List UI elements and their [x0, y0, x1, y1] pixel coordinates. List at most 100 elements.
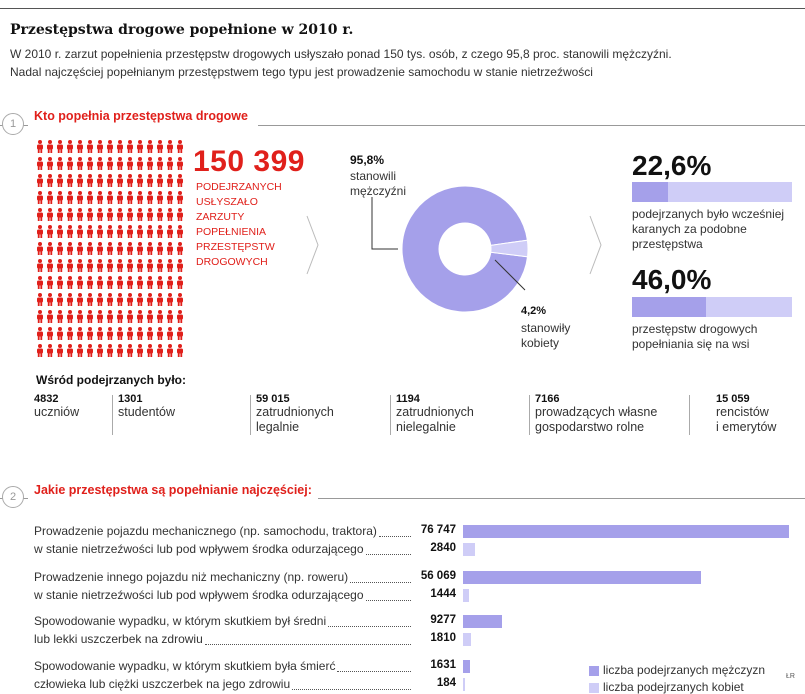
person-icon: [37, 208, 43, 221]
category-label: w stanie nietrzeźwości lub pod wpływem ś…: [34, 542, 364, 556]
women-label-2: kobiety: [521, 336, 560, 350]
person-icon: [127, 208, 133, 221]
women-value-label: 2840: [430, 542, 456, 554]
person-icon: [97, 259, 103, 272]
women-bar: [463, 633, 471, 646]
person-icon: [107, 225, 113, 238]
person-icon: [127, 157, 133, 170]
men-label-2: mężczyźni: [350, 184, 407, 198]
person-icon: [87, 174, 93, 187]
person-icon: [47, 293, 53, 306]
person-icon: [127, 225, 133, 238]
category-label: w stanie nietrzeźwości lub pod wpływem ś…: [34, 588, 364, 602]
person-icon: [177, 293, 183, 306]
person-icon: [177, 259, 183, 272]
person-icon: [47, 174, 53, 187]
person-icon: [57, 327, 63, 340]
person-icon: [97, 140, 103, 153]
person-icon: [137, 157, 143, 170]
person-icon: [157, 242, 163, 255]
person-icon: [177, 225, 183, 238]
person-icon: [177, 174, 183, 187]
person-icon: [37, 344, 43, 357]
men-bar: [463, 571, 702, 584]
section-1-number: 1: [2, 113, 24, 135]
person-icon: [117, 293, 123, 306]
person-icon: [77, 140, 83, 153]
person-icon: [97, 242, 103, 255]
person-icon: [87, 157, 93, 170]
person-icon: [37, 191, 43, 204]
person-icon: [167, 242, 173, 255]
person-icon: [87, 225, 93, 238]
person-icon: [47, 242, 53, 255]
person-icon: [157, 276, 163, 289]
person-icon: [177, 310, 183, 323]
among-item: 7166 prowadzących własne gospodarstwo ro…: [535, 393, 658, 434]
category-label: Spowodowanie wypadku, w którym skutkiem …: [34, 659, 336, 673]
person-icon: [157, 208, 163, 221]
person-icon: [57, 310, 63, 323]
among-divider: [529, 395, 530, 435]
person-icon: [67, 225, 73, 238]
person-icon: [57, 174, 63, 187]
person-icon: [147, 259, 153, 272]
person-icon: [147, 242, 153, 255]
person-icon: [127, 174, 133, 187]
person-icon: [87, 327, 93, 340]
person-icon: [157, 327, 163, 340]
person-icon: [177, 140, 183, 153]
person-icon: [67, 208, 73, 221]
repeat-offenders-bar-fill: [632, 182, 669, 202]
among-divider: [250, 395, 251, 435]
section-1-rule: [0, 125, 805, 126]
donut-slice-men: [401, 185, 529, 313]
person-icon: [157, 191, 163, 204]
person-icon: [37, 225, 43, 238]
person-icon: [147, 276, 153, 289]
person-icon: [137, 344, 143, 357]
category-label: Prowadzenie pojazdu mechanicznego (np. s…: [34, 524, 377, 538]
person-icon: [157, 259, 163, 272]
person-icon: [157, 140, 163, 153]
person-icon: [47, 157, 53, 170]
women-label-1: stanowiły: [521, 321, 571, 335]
person-icon: [167, 208, 173, 221]
repeat-offenders-bar-track: [632, 182, 792, 202]
author-initials: ŁR: [786, 673, 795, 680]
person-icon: [167, 327, 173, 340]
person-icon: [117, 208, 123, 221]
person-icon: [97, 344, 103, 357]
person-icon: [157, 344, 163, 357]
person-icon: [47, 344, 53, 357]
person-icon: [77, 225, 83, 238]
person-icon: [157, 310, 163, 323]
person-icon: [117, 225, 123, 238]
person-icon: [107, 140, 113, 153]
person-icon: [107, 191, 113, 204]
person-icon: [47, 225, 53, 238]
person-icon: [167, 344, 173, 357]
person-icon: [107, 157, 113, 170]
person-icon: [137, 208, 143, 221]
person-icon: [147, 225, 153, 238]
person-icon: [87, 310, 93, 323]
men-label-1: stanowili: [350, 169, 397, 183]
person-icon: [77, 242, 83, 255]
person-icon: [77, 327, 83, 340]
person-icon: [137, 174, 143, 187]
person-icon: [127, 242, 133, 255]
rural-bar-track: [632, 297, 792, 317]
person-icon: [147, 293, 153, 306]
men-leader-line: [371, 197, 398, 250]
person-icon: [117, 140, 123, 153]
category-label: człowieka lub ciężki uszczerbek na jego …: [34, 677, 291, 691]
among-divider: [112, 395, 113, 435]
person-icon: [127, 327, 133, 340]
person-icon: [127, 344, 133, 357]
person-icon: [67, 140, 73, 153]
person-icon: [127, 140, 133, 153]
leader-dots: [378, 536, 411, 537]
legend-men-label: liczba podejrzanych mężczyzn: [603, 663, 766, 677]
person-icon: [57, 191, 63, 204]
